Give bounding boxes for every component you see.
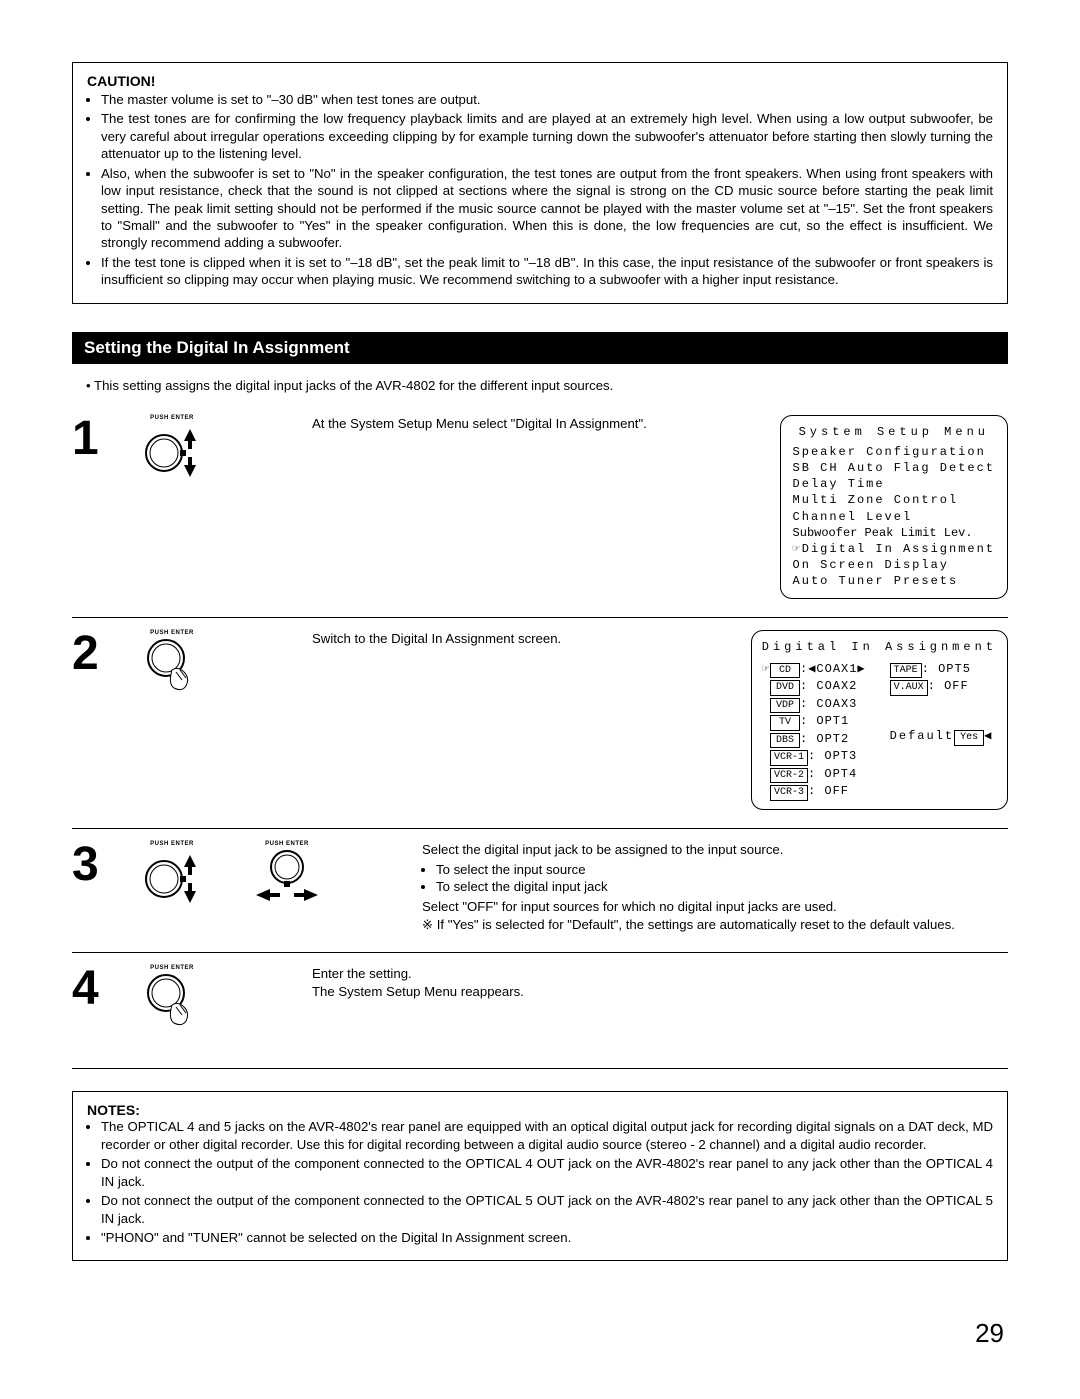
knob-leftright-icon [252,847,322,907]
step3-bullet: To select the input source [436,861,1008,879]
step4-line1: Enter the setting. [312,965,1008,983]
osd-item: Channel Level [793,510,913,524]
caution-item: The master volume is set to "–30 dB" whe… [101,91,993,108]
step-1: 1 PUSH ENTER At the System Setup Menu se… [72,411,1008,618]
step-2: 2 PUSH ENTER Switch to the Digital In As… [72,626,1008,829]
notes-item: Do not connect the output of the compone… [101,1155,993,1190]
step-3: 3 PUSH ENTER PUSH ENTER [72,837,1008,953]
assign-column-1: ☞CD:◀COAX1▶ DVD: COAX2 VDP: COAX3 TV: OP… [762,661,866,801]
step-number: 2 [72,626,142,810]
step-number: 3 [72,837,142,934]
osd-item: Delay Time [793,477,885,491]
notes-item: The OPTICAL 4 and 5 jacks on the AVR-480… [101,1118,993,1153]
caution-item: Also, when the subwoofer is set to "No" … [101,165,993,252]
knob-press-icon [142,971,202,1031]
default-label: Default [890,729,954,743]
notes-box: NOTES: The OPTICAL 4 and 5 jacks on the … [72,1091,1008,1261]
osd-item: Subwoofer Peak Limit Lev. [793,526,973,540]
system-setup-menu-osd: System Setup Menu Speaker Configuration S… [780,415,1008,599]
caution-title: CAUTION! [87,73,993,89]
step-number: 1 [72,411,142,599]
osd-title: System Setup Menu [793,424,995,440]
step3-icons: PUSH ENTER PUSH ENTER [142,837,422,934]
section-heading: Setting the Digital In Assignment [72,332,1008,364]
step1-icon: PUSH ENTER [142,411,312,599]
caution-item: If the test tone is clipped when it is s… [101,254,993,289]
step3-line2: Select "OFF" for input sources for which… [422,898,1008,916]
digital-in-assignment-osd: Digital In Assignment ☞CD:◀COAX1▶ DVD: C… [751,630,1008,810]
notes-list: The OPTICAL 4 and 5 jacks on the AVR-480… [87,1118,993,1246]
osd-item: Multi Zone Control [793,493,959,507]
notes-item: Do not connect the output of the compone… [101,1192,993,1227]
step2-text: Switch to the Digital In Assignment scre… [312,630,735,810]
osd-item-selected: ☞Digital In Assignment [793,542,995,556]
osd-item: Auto Tuner Presets [793,574,959,588]
intro-text: • This setting assigns the digital input… [86,378,1008,393]
step-number: 4 [72,961,142,1051]
notes-item: "PHONO" and "TUNER" cannot be selected o… [101,1229,993,1246]
step3-bullet: To select the digital input jack [436,878,1008,896]
osd-title: Digital In Assignment [762,639,997,655]
step1-text: At the System Setup Menu select "Digital… [312,415,764,599]
osd-item: On Screen Display [793,558,949,572]
osd-item: SB CH Auto Flag Detect [793,461,995,475]
caution-list: The master volume is set to "–30 dB" whe… [87,91,993,289]
osd-item: Speaker Configuration [793,445,986,459]
caution-item: The test tones are for confirming the lo… [101,110,993,162]
assign-column-2: TAPE: OPT5 V.AUX: OFF DefaultYes◀ [890,661,993,801]
step-4: 4 PUSH ENTER Enter the setting. The Syst… [72,961,1008,1070]
step3-line1: Select the digital input jack to be assi… [422,841,1008,859]
step2-icon: PUSH ENTER [142,626,312,810]
knob-updown-icon [142,847,202,921]
knob-press-icon [142,636,202,696]
step3-line3: ※ If "Yes" is selected for "Default", th… [422,916,1008,934]
caution-box: CAUTION! The master volume is set to "–3… [72,62,1008,304]
knob-updown-icon [142,421,202,495]
step4-icon: PUSH ENTER [142,961,312,1051]
step4-line2: The System Setup Menu reappears. [312,983,1008,1001]
notes-title: NOTES: [87,1102,993,1118]
page-number: 29 [975,1318,1004,1349]
